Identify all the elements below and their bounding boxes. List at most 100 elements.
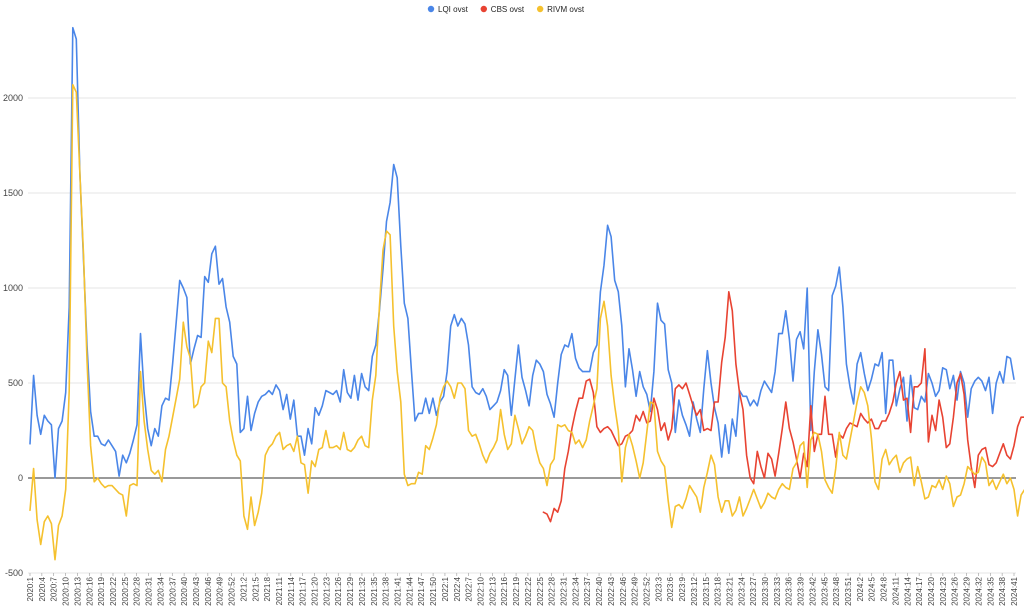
x-tick-label: 2024:29 xyxy=(963,576,972,605)
x-tick-label: 2024:23 xyxy=(939,576,948,605)
series-line-lqi-ovst xyxy=(29,26,1015,479)
x-tick-label: 2022:4 xyxy=(453,576,462,601)
x-tick-label: 2022:46 xyxy=(619,576,628,605)
x-tick-label: 2021:23 xyxy=(322,576,331,605)
x-tick-label: 2022:40 xyxy=(595,576,604,605)
x-tick-label: 2024:26 xyxy=(951,576,960,605)
x-tick-label: 2021:20 xyxy=(311,576,320,605)
x-tick-label: 2023:24 xyxy=(737,576,746,605)
x-tick-label: 2024:8 xyxy=(880,576,889,601)
y-axis: -500 0 500 1000 1500 2000 xyxy=(3,93,23,578)
x-tick-label: 2021:17 xyxy=(299,576,308,605)
legend: LQI ovst CBS ovst RIVM ovst xyxy=(427,5,585,14)
x-tick-label: 2022:16 xyxy=(500,576,509,605)
series-lines xyxy=(29,26,1024,561)
x-tick-label: 2023:12 xyxy=(690,576,699,605)
x-tick-label: 2022:34 xyxy=(571,576,580,605)
x-tick-label: 2020:52 xyxy=(228,576,237,605)
x-tick-label: 2021:35 xyxy=(370,576,379,605)
y-tick-label: 1000 xyxy=(3,283,23,293)
x-tick-label: 2021:14 xyxy=(287,576,296,605)
legend-entry: RIVM ovst xyxy=(547,5,585,14)
x-tick-label: 2021:29 xyxy=(346,576,355,605)
legend-swatch xyxy=(536,5,544,13)
x-tick-label: 2020:19 xyxy=(97,576,106,605)
x-tick-label: 2024:5 xyxy=(868,576,877,601)
legend-entry: LQI ovst xyxy=(438,5,469,14)
x-tick-label: 2022:22 xyxy=(524,576,533,605)
x-tick-label: 2024:17 xyxy=(915,576,924,605)
x-tick-label: 2020:1 xyxy=(26,576,35,601)
x-tick-label: 2020:34 xyxy=(156,576,165,605)
x-tick-label: 2020:10 xyxy=(62,576,71,605)
x-tick-label: 2023:27 xyxy=(749,576,758,605)
series-line-rivm-ovst xyxy=(29,83,1024,561)
x-tick-label: 2024:2 xyxy=(856,576,865,601)
x-tick-label: 2024:20 xyxy=(927,576,936,605)
x-tick-label: 2023:42 xyxy=(808,576,817,605)
x-tick-label: 2020:7 xyxy=(50,576,59,601)
x-tick-label: 2022:43 xyxy=(607,576,616,605)
x-tick-label: 2023:15 xyxy=(702,576,711,605)
x-tick-label: 2024:35 xyxy=(986,576,995,605)
x-tick-label: 2024:38 xyxy=(998,576,1007,605)
x-tick-label: 2021:41 xyxy=(394,576,403,605)
x-tick-label: 2021:26 xyxy=(334,576,343,605)
series-line-cbs-ovst xyxy=(542,290,1024,523)
x-axis: 2020:1 2020:4 2020:7 2020:10 2020:13 2020:16 2… xyxy=(26,573,1019,606)
x-tick-label: 2020:16 xyxy=(85,576,94,605)
x-tick-label: 2021:5 xyxy=(251,576,260,601)
x-tick-label: 2024:11 xyxy=(891,576,900,605)
x-tick-label: 2020:46 xyxy=(204,576,213,605)
x-tick-label: 2021:11 xyxy=(275,576,284,605)
x-tick-label: 2021:44 xyxy=(405,576,414,605)
x-tick-label: 2020:22 xyxy=(109,576,118,605)
x-tick-label: 2020:43 xyxy=(192,576,201,605)
y-tick-label: 1500 xyxy=(3,188,23,198)
y-tick-label: 0 xyxy=(18,473,23,483)
x-tick-label: 2020:25 xyxy=(121,576,130,605)
x-tick-label: 2022:25 xyxy=(536,576,545,605)
x-tick-label: 2020:13 xyxy=(73,576,82,605)
x-tick-label: 2021:50 xyxy=(429,576,438,605)
x-tick-label: 2021:8 xyxy=(263,576,272,601)
x-tick-label: 2023:9 xyxy=(678,576,687,601)
x-tick-label: 2020:28 xyxy=(133,576,142,605)
x-tick-label: 2022:19 xyxy=(512,576,521,605)
x-tick-label: 2020:49 xyxy=(216,576,225,605)
x-tick-label: 2023:6 xyxy=(666,576,675,601)
y-tick-label: -500 xyxy=(5,568,23,578)
legend-swatch xyxy=(427,5,435,13)
x-tick-label: 2024:14 xyxy=(903,576,912,605)
x-tick-label: 2023:21 xyxy=(725,576,734,605)
y-tick-label: 500 xyxy=(8,378,23,388)
y-tick-label: 2000 xyxy=(3,93,23,103)
x-tick-label: 2023:39 xyxy=(797,576,806,605)
x-tick-label: 2023:3 xyxy=(654,576,663,601)
x-tick-label: 2023:48 xyxy=(832,576,841,605)
x-tick-label: 2022:13 xyxy=(488,576,497,605)
x-tick-label: 2024:32 xyxy=(974,576,983,605)
x-tick-label: 2020:31 xyxy=(145,576,154,605)
x-tick-label: 2022:28 xyxy=(548,576,557,605)
x-tick-label: 2020:4 xyxy=(38,576,47,601)
legend-swatch xyxy=(480,5,487,13)
x-tick-label: 2020:40 xyxy=(180,576,189,605)
x-tick-label: 2021:47 xyxy=(417,576,426,605)
gridlines xyxy=(28,97,1016,574)
x-tick-label: 2022:1 xyxy=(441,576,450,601)
x-tick-label: 2024:41 xyxy=(1010,576,1019,605)
x-tick-label: 2020:37 xyxy=(168,576,177,605)
x-tick-label: 2021:2 xyxy=(239,576,248,601)
x-tick-label: 2021:38 xyxy=(382,576,391,605)
x-tick-label: 2022:31 xyxy=(559,576,568,605)
x-tick-label: 2022:37 xyxy=(583,576,592,605)
legend-entry: CBS ovst xyxy=(491,5,525,14)
x-tick-label: 2022:10 xyxy=(477,576,486,605)
x-tick-label: 2023:33 xyxy=(773,576,782,605)
x-tick-label: 2021:32 xyxy=(358,576,367,605)
x-tick-label: 2023:30 xyxy=(761,576,770,605)
x-tick-label: 2023:18 xyxy=(714,576,723,605)
x-tick-label: 2023:36 xyxy=(785,576,794,605)
